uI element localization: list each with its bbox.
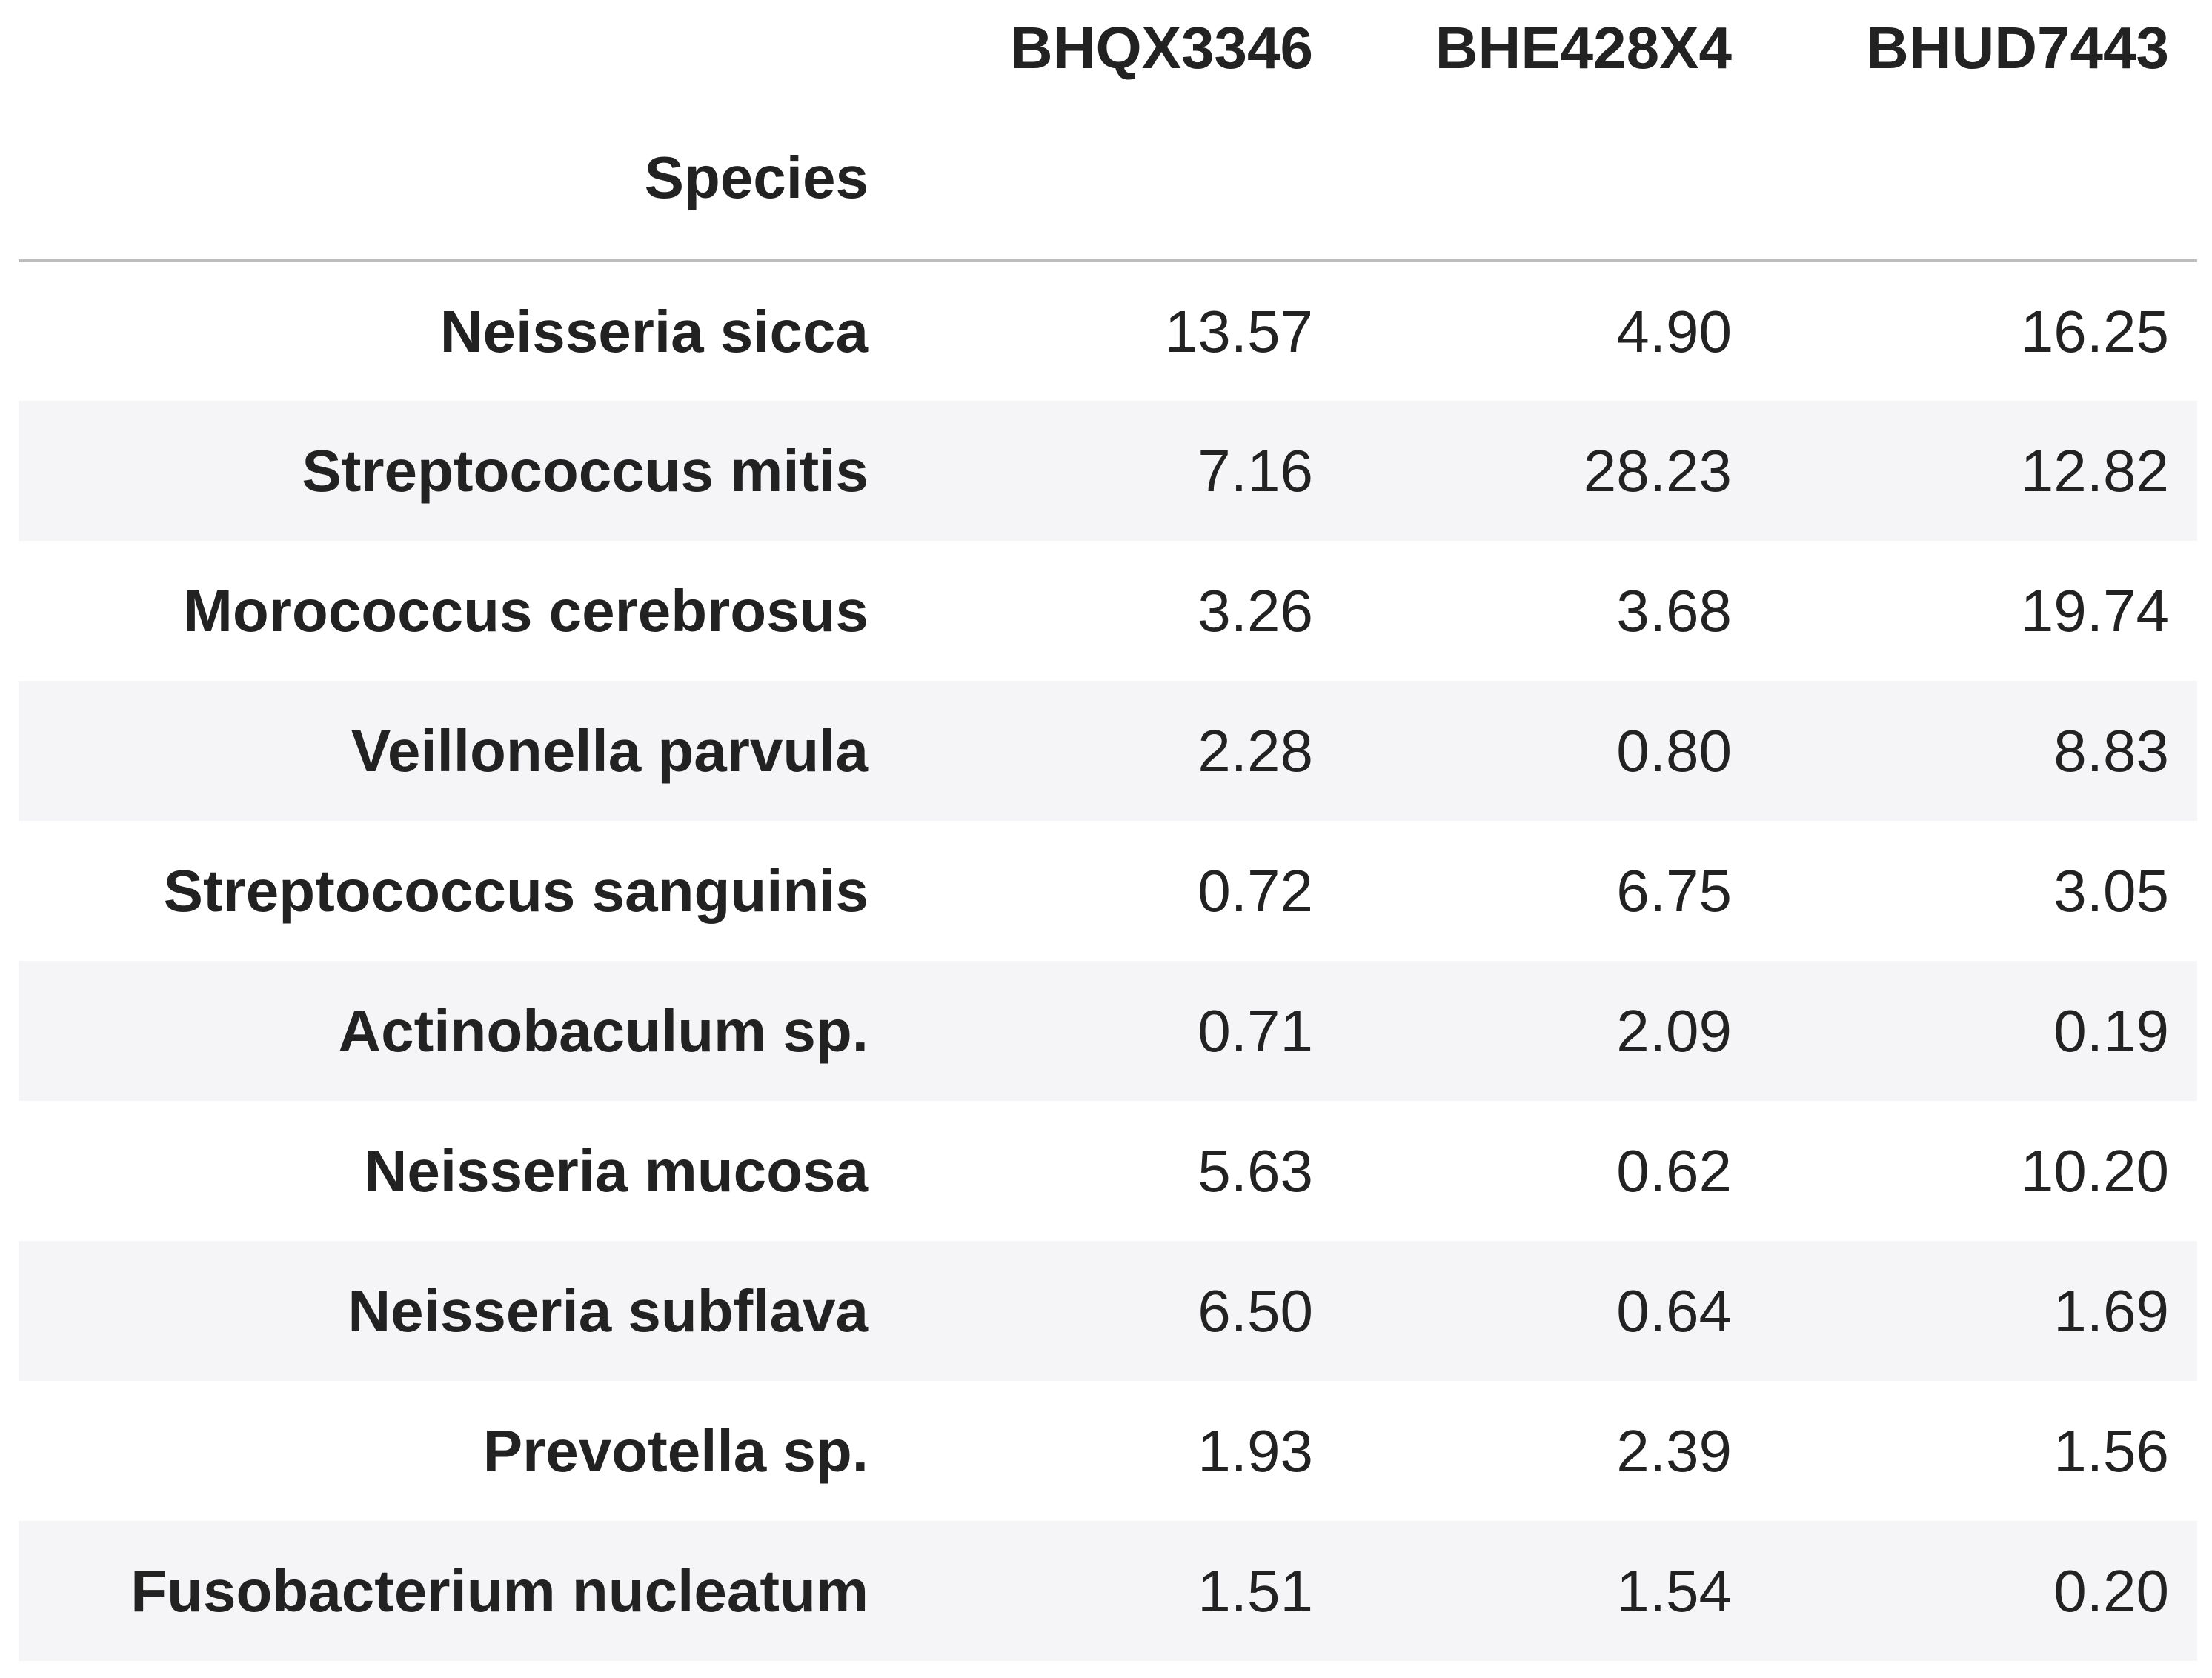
table-row: Neisseria subflava 6.50 0.64 1.69 bbox=[19, 1241, 2197, 1381]
table-row: Prevotella sp. 1.93 2.39 1.56 bbox=[19, 1381, 2197, 1521]
abundance-value-cell: 0.19 bbox=[2053, 997, 2169, 1064]
abundance-value-cell: 10.20 bbox=[2020, 1137, 2169, 1204]
abundance-value-cell: 1.69 bbox=[2053, 1277, 2169, 1344]
abundance-value-cell: 0.62 bbox=[1616, 1137, 1732, 1204]
abundance-value-cell: 1.56 bbox=[2053, 1417, 2169, 1484]
abundance-value-cell: 1.54 bbox=[1616, 1557, 1732, 1624]
table-row: Actinobaculum sp. 0.71 2.09 0.19 bbox=[19, 961, 2197, 1101]
table-row: Streptococcus mitis 7.16 28.23 12.82 bbox=[19, 401, 2197, 541]
species-abundance-table: BHQX3346 BHE428X4 BHUD7443 Species Neiss… bbox=[19, 0, 2197, 1661]
index-header-row: Species bbox=[19, 96, 2197, 262]
column-header-row: BHQX3346 BHE428X4 BHUD7443 bbox=[19, 0, 2197, 96]
table-body: Neisseria sicca 13.57 4.90 16.25 Streptococc… bbox=[19, 261, 2197, 1661]
abundance-value-cell: 7.16 bbox=[1198, 437, 1313, 504]
abundance-value-cell: 0.64 bbox=[1616, 1277, 1732, 1344]
abundance-value-cell: 0.80 bbox=[1616, 717, 1732, 784]
index-header-blank bbox=[1341, 96, 1760, 262]
abundance-value-cell: 2.09 bbox=[1616, 997, 1732, 1064]
abundance-value-cell: 28.23 bbox=[1583, 437, 1732, 504]
abundance-value-cell: 3.26 bbox=[1198, 577, 1313, 644]
abundance-value-cell: 16.25 bbox=[2020, 298, 2169, 364]
table-row: Neisseria mucosa 5.63 0.62 10.20 bbox=[19, 1101, 2197, 1241]
species-name-cell: Actinobaculum sp. bbox=[338, 997, 868, 1064]
abundance-value-cell: 3.68 bbox=[1616, 577, 1732, 644]
abundance-value-cell: 4.90 bbox=[1616, 298, 1732, 364]
table-row: Streptococcus sanguinis 0.72 6.75 3.05 bbox=[19, 821, 2197, 961]
abundance-value-cell: 3.05 bbox=[2053, 857, 2169, 924]
abundance-value-cell: 0.72 bbox=[1198, 857, 1313, 924]
species-name-cell: Morococcus cerebrosus bbox=[183, 577, 868, 644]
column-header: BHQX3346 bbox=[1009, 15, 1313, 81]
index-header-blank bbox=[1760, 96, 2197, 262]
species-abundance-table-container: BHQX3346 BHE428X4 BHUD7443 Species Neiss… bbox=[19, 0, 2197, 1661]
species-name-cell: Streptococcus sanguinis bbox=[163, 857, 868, 924]
index-name-header: Species bbox=[19, 96, 897, 262]
abundance-value-cell: 6.75 bbox=[1616, 857, 1732, 924]
table-row: Veillonella parvula 2.28 0.80 8.83 bbox=[19, 681, 2197, 821]
abundance-value-cell: 2.28 bbox=[1198, 717, 1313, 784]
column-header: BHE428X4 bbox=[1435, 15, 1732, 81]
species-name-cell: Streptococcus mitis bbox=[302, 437, 868, 504]
abundance-value-cell: 19.74 bbox=[2020, 577, 2169, 644]
abundance-value-cell: 12.82 bbox=[2020, 437, 2169, 504]
abundance-value-cell: 13.57 bbox=[1164, 298, 1313, 364]
abundance-value-cell: 1.51 bbox=[1198, 1557, 1313, 1624]
table-row: Neisseria sicca 13.57 4.90 16.25 bbox=[19, 261, 2197, 401]
abundance-value-cell: 8.83 bbox=[2053, 717, 2169, 784]
species-name-cell: Neisseria subflava bbox=[348, 1277, 868, 1344]
abundance-value-cell: 1.93 bbox=[1198, 1417, 1313, 1484]
column-header-blank bbox=[19, 0, 897, 96]
abundance-value-cell: 0.71 bbox=[1198, 997, 1313, 1064]
abundance-value-cell: 0.20 bbox=[2053, 1557, 2169, 1624]
column-header: BHUD7443 bbox=[1865, 15, 2169, 81]
species-name-cell: Fusobacterium nucleatum bbox=[130, 1557, 868, 1624]
index-header-blank bbox=[897, 96, 1341, 262]
species-name-cell: Neisseria mucosa bbox=[364, 1137, 868, 1204]
abundance-value-cell: 2.39 bbox=[1616, 1417, 1732, 1484]
table-row: Morococcus cerebrosus 3.26 3.68 19.74 bbox=[19, 541, 2197, 681]
abundance-value-cell: 6.50 bbox=[1198, 1277, 1313, 1344]
abundance-value-cell: 5.63 bbox=[1198, 1137, 1313, 1204]
table-row: Fusobacterium nucleatum 1.51 1.54 0.20 bbox=[19, 1521, 2197, 1661]
species-name-cell: Veillonella parvula bbox=[351, 717, 868, 784]
table-header: BHQX3346 BHE428X4 BHUD7443 Species bbox=[19, 0, 2197, 262]
species-name-cell: Neisseria sicca bbox=[439, 298, 868, 364]
species-name-cell: Prevotella sp. bbox=[482, 1417, 868, 1484]
